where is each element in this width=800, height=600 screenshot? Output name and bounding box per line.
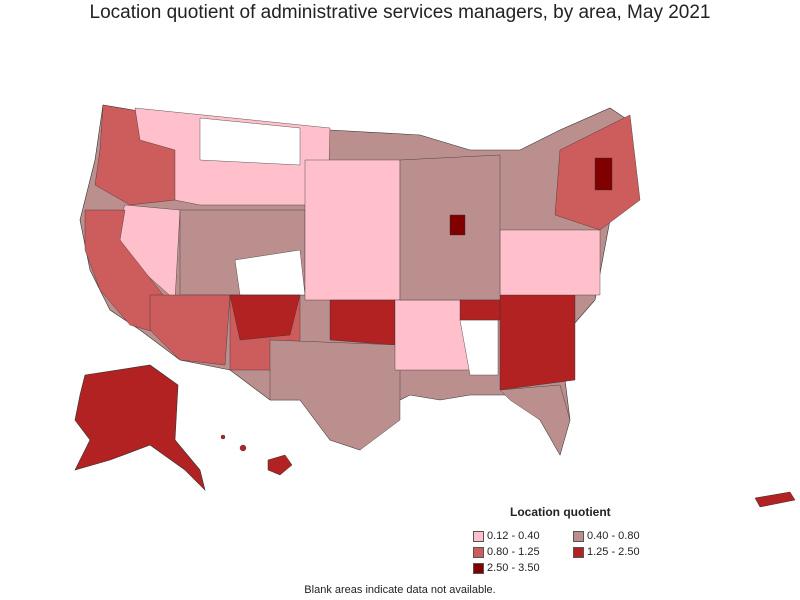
legend-label-4: 1.25 - 2.50	[587, 546, 640, 558]
legend-swatch-5	[473, 562, 484, 574]
hawaii	[267, 454, 293, 476]
legend-title: Location quotient	[510, 505, 611, 519]
legend-swatch-3	[473, 546, 484, 558]
legend-swatch-1	[473, 530, 484, 542]
legend-label-3: 0.80 - 1.25	[487, 546, 540, 558]
hawaii-island-2	[239, 444, 247, 452]
region-florida	[499, 384, 571, 456]
legend-item-4: 1.25 - 2.50	[573, 546, 640, 558]
legend-item-2: 0.40 - 0.80	[573, 530, 640, 542]
legend-swatch-4	[573, 546, 584, 558]
alaska	[74, 364, 206, 491]
legend-label-2: 0.40 - 0.80	[587, 530, 640, 542]
region-plains	[304, 159, 401, 301]
region-georgia-sc	[499, 289, 576, 391]
region-nm-north	[229, 294, 301, 341]
region-tennessee	[459, 299, 501, 321]
region-montana-nodata	[199, 117, 301, 166]
region-virginia-nc	[499, 229, 601, 296]
region-oklahoma	[329, 299, 396, 346]
legend-item-3: 0.80 - 1.25	[473, 546, 540, 558]
region-arkansas-miss	[394, 299, 471, 371]
region-texas	[269, 339, 401, 451]
legend-swatch-2	[573, 530, 584, 542]
region-vermont	[594, 157, 613, 191]
region-chicago	[449, 214, 466, 236]
legend-item-1: 0.12 - 0.40	[473, 530, 540, 542]
puerto-rico	[754, 491, 796, 508]
footnote: Blank areas indicate data not available.	[304, 584, 496, 596]
legend-label-5: 2.50 - 3.50	[487, 562, 540, 574]
legend-label-1: 0.12 - 0.40	[487, 530, 540, 542]
legend-item-5: 2.50 - 3.50	[473, 562, 540, 574]
region-arizona	[149, 294, 231, 366]
map-title: Location quotient of administrative serv…	[89, 2, 711, 23]
hawaii-island-3	[220, 434, 226, 440]
